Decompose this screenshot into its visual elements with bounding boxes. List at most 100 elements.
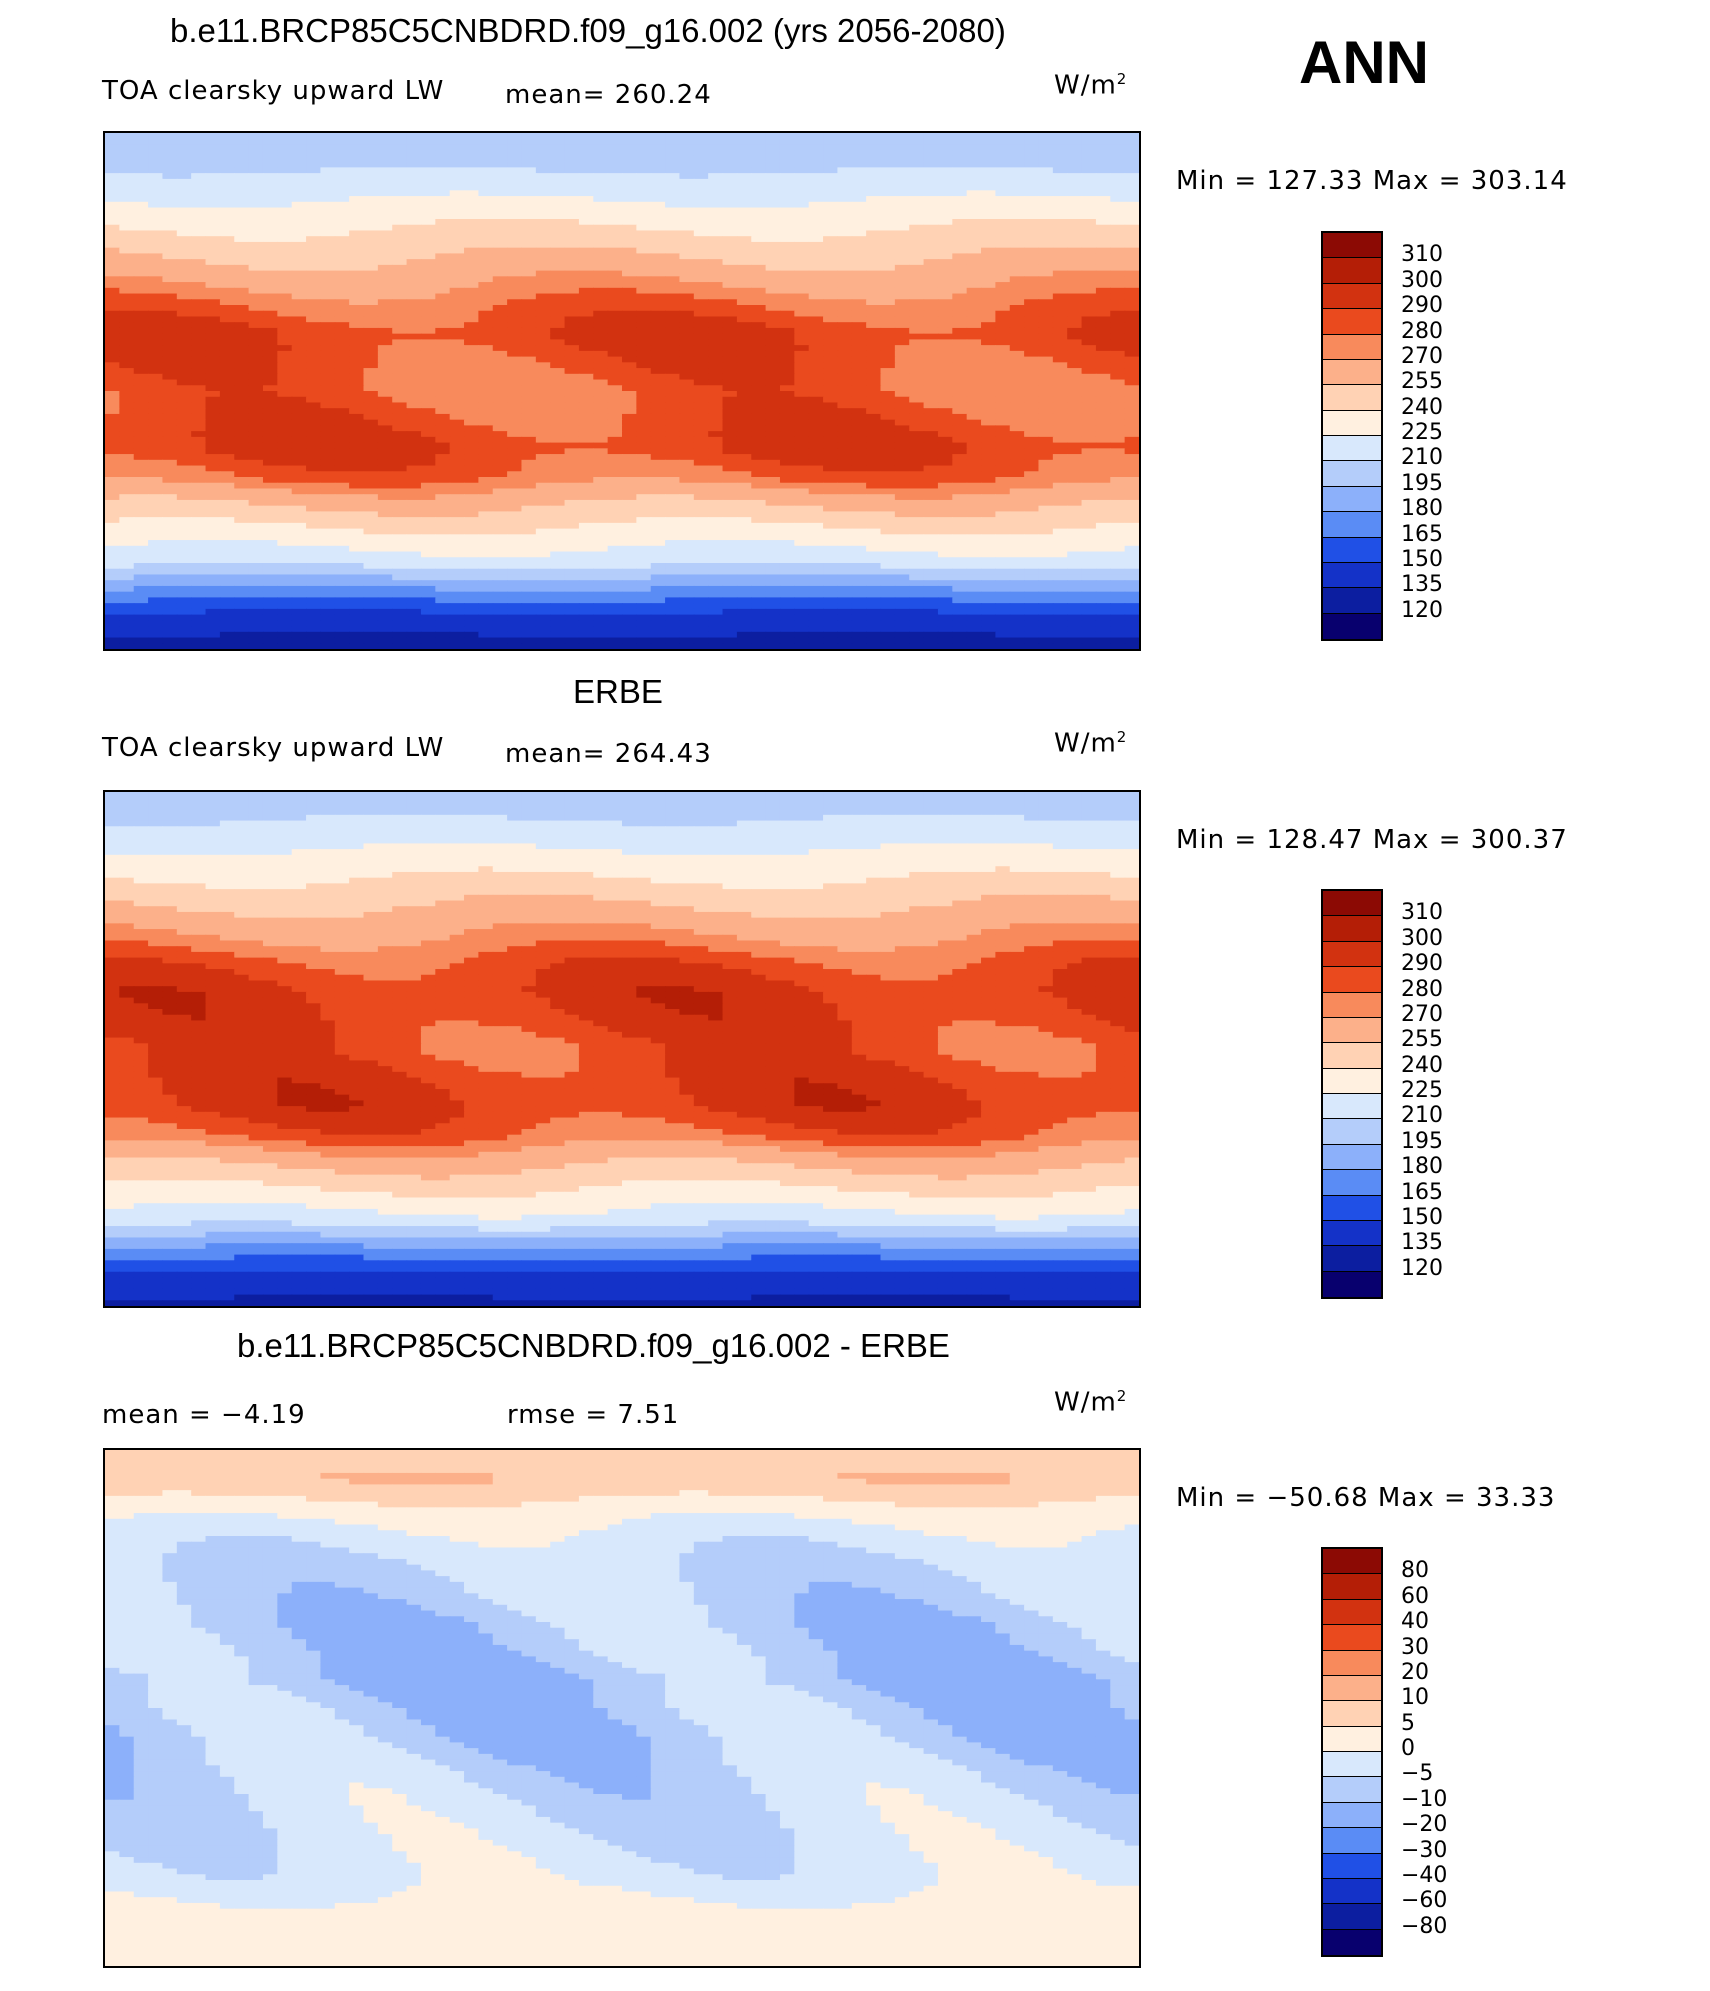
map-cell [420,471,436,478]
map-cell [866,454,882,461]
map-cell [507,425,523,432]
map-cell [923,385,939,392]
map-cell [909,385,925,392]
map-cell [277,454,293,461]
map-cell [1110,276,1126,283]
map-cell [578,178,594,186]
map-cell [449,391,465,398]
map-cell [133,408,149,415]
map-cell [449,494,465,501]
map-cell [1038,253,1054,260]
map-cell [578,282,594,289]
map-cell [794,322,810,329]
map-cell [937,471,953,478]
map-cell [578,259,594,266]
map-cell [262,241,278,249]
map-cell [894,436,910,444]
map-cell [1024,241,1040,249]
map-cell [507,213,523,220]
map-cell [636,155,652,163]
map-cell [291,471,307,478]
map-cell [449,419,465,426]
map-cell [105,477,120,484]
map-cell [435,327,451,335]
map-cell [349,327,365,335]
map-cell [550,385,566,392]
map-cell [205,528,221,535]
map-cell [981,345,996,352]
map-cell [535,345,551,352]
map-cell [952,322,968,329]
map-cell [119,436,135,444]
map-cell [262,310,278,318]
map-cell [148,396,164,404]
map-cell [693,305,709,312]
map-cell [650,155,666,163]
map-cell [262,287,278,295]
map-cell [593,356,609,363]
map-cell [262,150,278,157]
map-cell [851,499,867,507]
map-cell [392,236,408,243]
map-cell [1124,471,1139,478]
map-cell [191,310,207,318]
map-cell [1052,322,1068,329]
map-cell [1095,482,1111,490]
map-cell [981,253,996,260]
map-cell [636,196,652,203]
map-cell [1110,494,1126,501]
map-cell [823,270,839,277]
map-cell [464,517,479,524]
map-cell [248,419,264,426]
map-cell [952,356,968,363]
map-cell [119,448,135,455]
map-cell [1009,442,1025,449]
map-cell [1067,282,1083,289]
map-cell [1124,287,1139,295]
map-cell [1009,276,1025,283]
map-cell [1038,327,1054,335]
map-cell [679,224,695,232]
map-cell [521,241,537,249]
map-cell [1009,322,1025,329]
map-cell [578,494,594,501]
map-cell [406,138,422,146]
map-cell [1095,282,1111,289]
map-cell [751,241,767,249]
map-cell [291,259,307,266]
map-cell [722,339,738,346]
map-cell [909,379,925,386]
map-cell [751,431,767,438]
map-cell [593,144,609,151]
map-cell [794,207,810,214]
map-cell [1081,408,1097,415]
map-cell [894,196,910,203]
map-cell [148,167,164,174]
map-cell [492,494,508,501]
map-cell [377,155,393,163]
map-cell [377,190,393,197]
map-cell [320,213,336,220]
map-cell [105,276,120,283]
map-cell [363,408,379,415]
map-cell [779,465,795,472]
map-cell [636,522,652,530]
map-cell [406,436,422,444]
map-cell [1124,201,1139,209]
map-cell [693,310,709,318]
map-cell [363,224,379,232]
map-cell [622,282,637,289]
map-cell [248,161,264,168]
map-cell [564,282,580,289]
map-cell [794,259,810,266]
map-cell [492,270,508,277]
map-cell [105,190,120,197]
map-cell [219,173,235,180]
map-cell [851,465,867,472]
map-cell [521,482,537,490]
map-cell [219,133,235,140]
map-cell [449,293,465,300]
map-cell [492,419,508,426]
map-cell [306,305,322,312]
map-cell [1052,368,1068,375]
